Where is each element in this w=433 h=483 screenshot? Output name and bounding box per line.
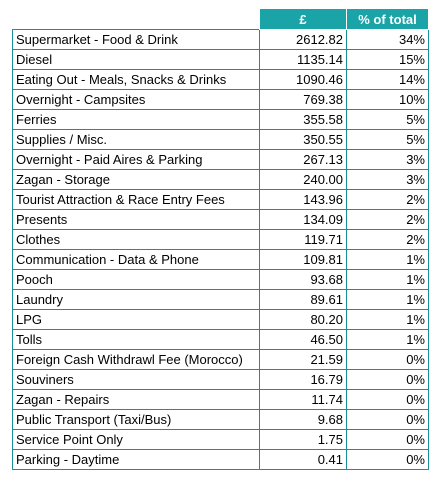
table-row: Presents 134.09 2% (12, 209, 429, 230)
amount-cell: 350.55 (259, 129, 347, 150)
category-cell: Overnight - Campsites (12, 89, 260, 110)
percent-cell: 0% (346, 369, 429, 390)
table-row: Pooch 93.68 1% (12, 269, 429, 290)
percent-cell: 14% (346, 69, 429, 90)
amount-cell: 93.68 (259, 269, 347, 290)
table-row: Service Point Only 1.75 0% (12, 429, 429, 450)
category-cell: Public Transport (Taxi/Bus) (12, 409, 260, 430)
percent-column-header: % of total (346, 8, 429, 30)
table-row: Tourist Attraction & Race Entry Fees 143.… (12, 189, 429, 210)
table-row: Eating Out - Meals, Snacks & Drinks 1090.… (12, 69, 429, 90)
category-cell: Diesel (12, 49, 260, 70)
amount-cell: 1.75 (259, 429, 347, 450)
category-cell: Souviners (12, 369, 260, 390)
table-row: Communication - Data & Phone 109.81 1% (12, 249, 429, 270)
category-cell: Service Point Only (12, 429, 260, 450)
amount-cell: 109.81 (259, 249, 347, 270)
amount-cell: 240.00 (259, 169, 347, 190)
table-row: Ferries 355.58 5% (12, 109, 429, 130)
table-row: Laundry 89.61 1% (12, 289, 429, 310)
percent-cell: 1% (346, 249, 429, 270)
category-cell: Communication - Data & Phone (12, 249, 260, 270)
category-cell: Supplies / Misc. (12, 129, 260, 150)
amount-cell: 355.58 (259, 109, 347, 130)
amount-cell: 769.38 (259, 89, 347, 110)
amount-cell: 9.68 (259, 409, 347, 430)
header-row: £ % of total (12, 8, 429, 30)
amount-cell: 143.96 (259, 189, 347, 210)
amount-cell: 16.79 (259, 369, 347, 390)
category-cell: Pooch (12, 269, 260, 290)
category-cell: Overnight - Paid Aires & Parking (12, 149, 260, 170)
amount-cell: 21.59 (259, 349, 347, 370)
table-row: Diesel 1135.14 15% (12, 49, 429, 70)
percent-cell: 0% (346, 429, 429, 450)
table-row: Overnight - Campsites 769.38 10% (12, 89, 429, 110)
percent-cell: 0% (346, 409, 429, 430)
table-row: Clothes 119.71 2% (12, 229, 429, 250)
category-cell: Ferries (12, 109, 260, 130)
category-cell: Eating Out - Meals, Snacks & Drinks (12, 69, 260, 90)
table-row: Zagan - Repairs 11.74 0% (12, 389, 429, 410)
percent-cell: 3% (346, 169, 429, 190)
table-row: Tolls 46.50 1% (12, 329, 429, 350)
amount-cell: 89.61 (259, 289, 347, 310)
table-row: Foreign Cash Withdrawl Fee (Morocco) 21.5… (12, 349, 429, 370)
amount-cell: 134.09 (259, 209, 347, 230)
amount-cell: 11.74 (259, 389, 347, 410)
amount-cell: 1090.46 (259, 69, 347, 90)
category-cell: Foreign Cash Withdrawl Fee (Morocco) (12, 349, 260, 370)
amount-column-header: £ (259, 8, 347, 30)
percent-cell: 5% (346, 129, 429, 150)
percent-cell: 0% (346, 449, 429, 470)
percent-cell: 1% (346, 269, 429, 290)
percent-cell: 0% (346, 389, 429, 410)
percent-cell: 2% (346, 209, 429, 230)
category-cell: Tourist Attraction & Race Entry Fees (12, 189, 260, 210)
category-cell: Parking - Daytime (12, 449, 260, 470)
category-cell: Zagan - Storage (12, 169, 260, 190)
table-row: Souviners 16.79 0% (12, 369, 429, 390)
category-cell: Tolls (12, 329, 260, 350)
table-row: Supermarket - Food & Drink 2612.82 34% (12, 29, 429, 50)
percent-cell: 10% (346, 89, 429, 110)
table-row: Public Transport (Taxi/Bus) 9.68 0% (12, 409, 429, 430)
percent-cell: 5% (346, 109, 429, 130)
percent-cell: 2% (346, 229, 429, 250)
percent-cell: 0% (346, 349, 429, 370)
percent-cell: 1% (346, 289, 429, 310)
table-row: Overnight - Paid Aires & Parking 267.13 3% (12, 149, 429, 170)
amount-cell: 80.20 (259, 309, 347, 330)
percent-cell: 34% (346, 29, 429, 50)
amount-cell: 1135.14 (259, 49, 347, 70)
category-column-header (12, 8, 260, 30)
table-row: Parking - Daytime 0.41 0% (12, 449, 429, 470)
amount-cell: 119.71 (259, 229, 347, 250)
amount-cell: 267.13 (259, 149, 347, 170)
expense-table: £ % of total Supermarket - Food & Drink 2… (12, 8, 429, 470)
percent-cell: 2% (346, 189, 429, 210)
category-cell: Laundry (12, 289, 260, 310)
category-cell: LPG (12, 309, 260, 330)
amount-cell: 46.50 (259, 329, 347, 350)
table-body: Supermarket - Food & Drink 2612.82 34% Dies… (12, 29, 429, 470)
table-row: Supplies / Misc. 350.55 5% (12, 129, 429, 150)
amount-cell: 0.41 (259, 449, 347, 470)
percent-cell: 1% (346, 329, 429, 350)
percent-cell: 1% (346, 309, 429, 330)
category-cell: Supermarket - Food & Drink (12, 29, 260, 50)
percent-cell: 3% (346, 149, 429, 170)
percent-cell: 15% (346, 49, 429, 70)
category-cell: Clothes (12, 229, 260, 250)
table-row: Zagan - Storage 240.00 3% (12, 169, 429, 190)
category-cell: Zagan - Repairs (12, 389, 260, 410)
table-header: £ % of total (12, 8, 429, 30)
category-cell: Presents (12, 209, 260, 230)
amount-cell: 2612.82 (259, 29, 347, 50)
table-row: LPG 80.20 1% (12, 309, 429, 330)
